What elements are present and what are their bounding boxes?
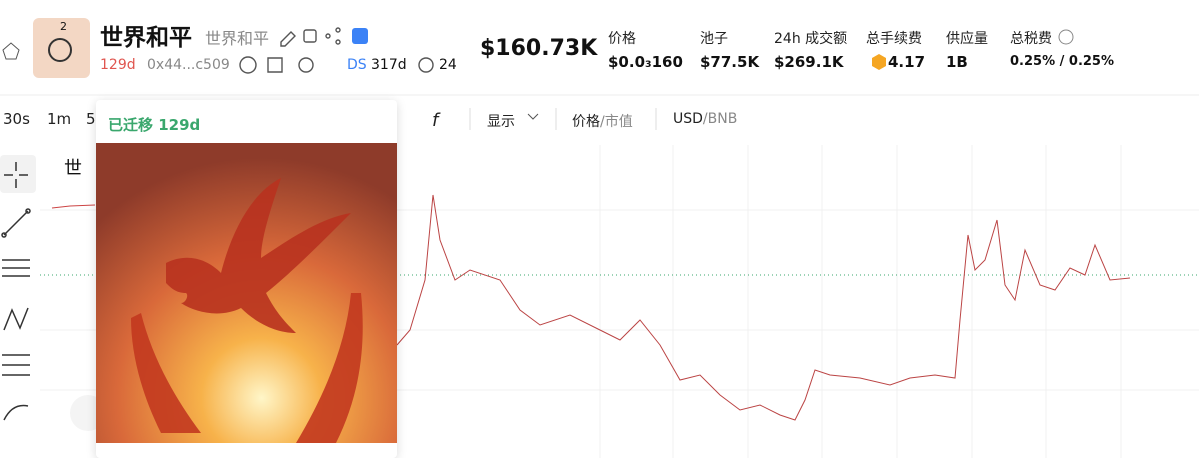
interval[interactable]: 5	[86, 110, 96, 128]
token-subtitle: 世界和平	[205, 29, 270, 48]
help-icon[interactable]	[1058, 29, 1074, 45]
currency-toggle[interactable]: USD/BNB	[673, 111, 737, 127]
verified-icon	[352, 28, 368, 44]
views: 24	[439, 57, 457, 73]
stat-label: 总手续费	[866, 31, 922, 47]
stat-value: $0.0₃160	[608, 53, 683, 71]
ds-label[interactable]: DS	[347, 57, 367, 73]
fx-icon[interactable]: f	[432, 110, 441, 131]
search-icon[interactable]	[48, 38, 72, 62]
interval[interactable]: 30s	[3, 110, 30, 128]
stat-value: 1B	[946, 53, 968, 71]
token-age: 129d	[100, 57, 136, 73]
stat-value: $77.5K	[700, 53, 760, 71]
display-menu[interactable]: 显示	[487, 114, 515, 130]
stat-value: 0.25% / 0.25%	[1010, 54, 1114, 69]
price-toggle[interactable]: 价格/市值	[572, 111, 633, 131]
chevron	[527, 113, 539, 120]
stat-label: 供应量	[946, 31, 988, 47]
separator: /	[702, 111, 708, 127]
popup-status: 已迁移 129d	[108, 116, 201, 134]
price-line	[396, 194, 1131, 421]
toggle-active: 价格	[572, 114, 600, 130]
stat-label: 价格	[608, 31, 636, 47]
header-icons[interactable]	[239, 27, 434, 74]
popup: 已迁移 129d	[96, 100, 397, 458]
token-image	[33, 18, 90, 78]
stat-label: 池子	[700, 31, 728, 47]
stat-label: 总税费	[1010, 31, 1052, 47]
toggle-inactive: 市值	[604, 114, 633, 130]
stat-label: 24h 成交额	[774, 31, 848, 47]
badge: 2	[60, 20, 67, 33]
chart-label: 世	[64, 158, 82, 179]
popup-image	[96, 143, 397, 443]
fee-icon	[872, 54, 886, 70]
stat-value: 4.17	[888, 53, 926, 71]
price-line	[51, 204, 96, 209]
stat-value: $269.1K	[774, 53, 844, 71]
toggle-inactive: BNB	[707, 111, 738, 127]
separator: /	[600, 114, 605, 130]
interval[interactable]: 1m	[47, 110, 72, 128]
star-icon[interactable]	[2, 42, 20, 60]
token-address[interactable]: 0x44...c509	[147, 57, 230, 73]
ds-age: 317d	[371, 57, 407, 73]
market-cap: $160.73K	[480, 36, 598, 61]
token-name: 世界和平	[100, 25, 192, 51]
toggle-active: USD	[673, 111, 703, 127]
drawing-tools	[0, 155, 36, 421]
